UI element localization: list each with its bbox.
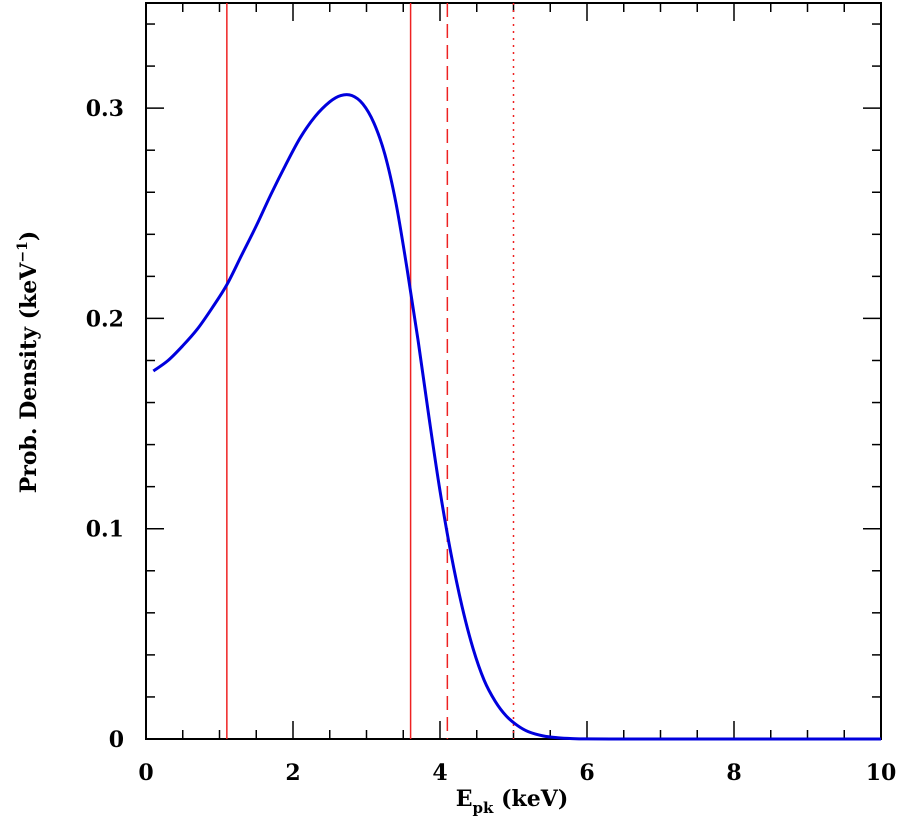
reference-lines [226, 3, 515, 739]
x-tick-label: 0 [138, 760, 153, 786]
x-axis-label: Epk (keV) [456, 786, 568, 817]
x-tick-label: 6 [579, 760, 594, 786]
x-axis-label-sub: pk [473, 799, 494, 817]
y-tick-label: 0.2 [86, 306, 124, 332]
x-tick-label: 2 [285, 760, 300, 786]
x-axis-label-rest: (keV) [493, 786, 568, 812]
plot-frame [145, 2, 882, 740]
series-group [152, 93, 881, 741]
y-tick-labels: 0 0.1 0.2 0.3 [86, 96, 124, 753]
minor-ticks [146, 3, 881, 739]
x-axis-label-main: E [456, 786, 473, 812]
y-axis-label: Prob. Density (keV−1) [15, 231, 42, 494]
y-tick-label: 0.1 [86, 517, 124, 543]
y-axis-label-rest: ) [16, 231, 42, 241]
y-axis-label-sup: −1 [15, 241, 31, 262]
major-ticks [145, 3, 882, 740]
y-tick-label: 0 [109, 727, 124, 753]
y-axis-label-main: Prob. Density (keV [16, 262, 42, 494]
series-line [152, 93, 881, 741]
x-tick-label: 4 [432, 760, 447, 786]
y-tick-label: 0.3 [86, 96, 124, 122]
x-tick-labels: 0 2 4 6 8 10 [138, 760, 896, 786]
x-tick-label: 10 [866, 760, 897, 786]
x-tick-label: 8 [726, 760, 741, 786]
